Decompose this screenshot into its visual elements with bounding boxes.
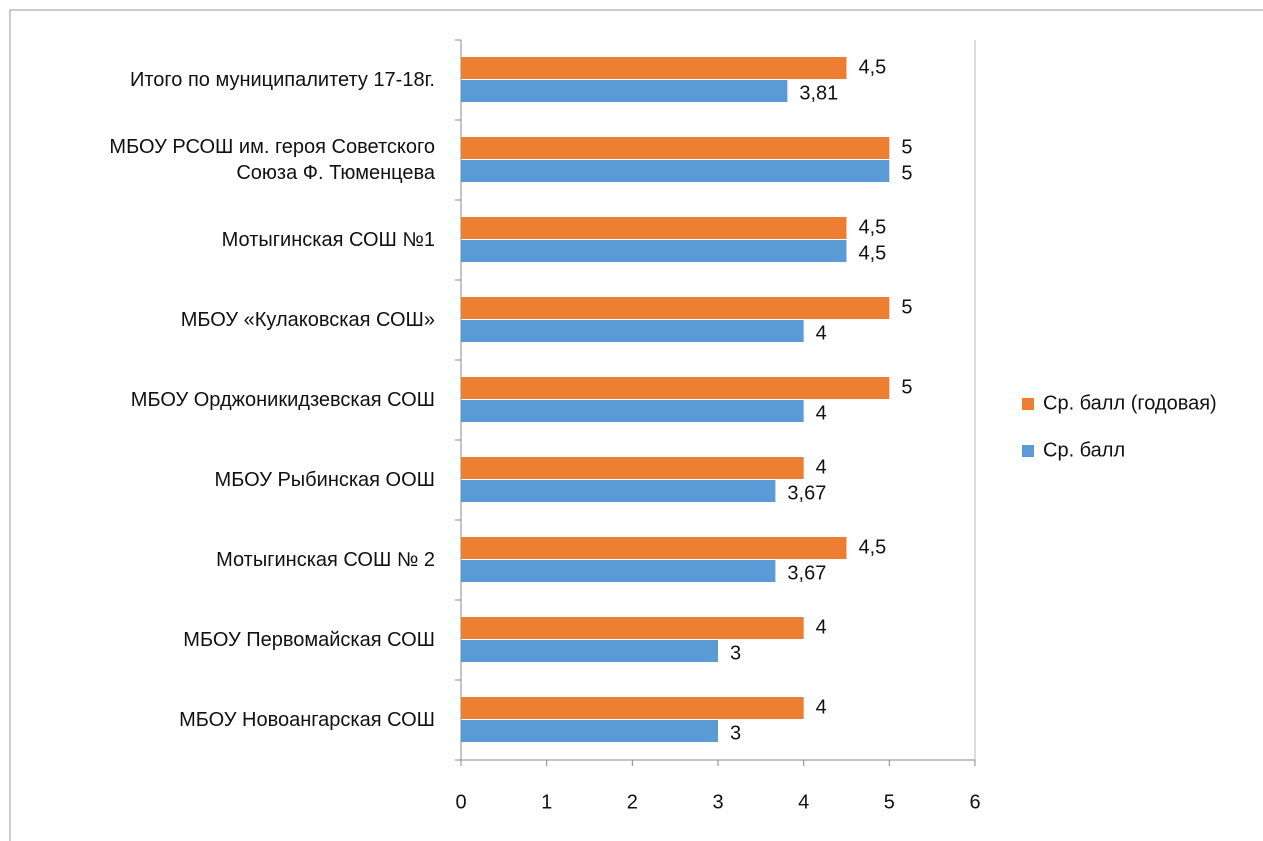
bar bbox=[461, 297, 890, 319]
x-tick-label: 0 bbox=[455, 791, 466, 813]
value-label: 5 bbox=[901, 136, 912, 158]
legend-label: Ср. балл (годовая) bbox=[1043, 392, 1217, 414]
legend-swatch bbox=[1022, 398, 1034, 410]
x-tick-label: 4 bbox=[798, 791, 809, 813]
value-label: 4 bbox=[816, 616, 827, 638]
value-label: 3,81 bbox=[799, 82, 838, 104]
bar bbox=[461, 640, 718, 662]
value-label: 3 bbox=[730, 642, 741, 664]
bar bbox=[461, 617, 804, 639]
x-tick-label: 5 bbox=[884, 791, 895, 813]
bar bbox=[461, 720, 718, 742]
bar bbox=[461, 480, 776, 502]
value-label: 4,5 bbox=[859, 56, 887, 78]
bar bbox=[461, 537, 847, 559]
value-label: 4 bbox=[816, 696, 827, 718]
bar bbox=[461, 457, 804, 479]
legend-swatch bbox=[1022, 445, 1034, 457]
value-label: 5 bbox=[901, 296, 912, 318]
value-label: 5 bbox=[901, 376, 912, 398]
value-label: 3 bbox=[730, 722, 741, 744]
bar bbox=[461, 137, 890, 159]
bar bbox=[461, 377, 890, 399]
legend-label: Ср. балл bbox=[1043, 439, 1125, 461]
category-label: МБОУ РСОШ им. героя Советского Союза Ф. … bbox=[109, 136, 435, 184]
x-tick-label: 3 bbox=[712, 791, 723, 813]
category-label: МБОУ Рыбинская ООШ bbox=[214, 469, 435, 491]
bar bbox=[461, 80, 788, 102]
frame bbox=[9, 9, 1263, 841]
value-label: 5 bbox=[901, 162, 912, 184]
value-label: 3,67 bbox=[787, 482, 826, 504]
category-label: Мотыгинская СОШ № 2 bbox=[216, 549, 435, 571]
category-label: Итого по муниципалитету 17-18г. bbox=[130, 69, 435, 91]
value-label: 3,67 bbox=[787, 562, 826, 584]
x-tick-label: 6 bbox=[969, 791, 980, 813]
bar bbox=[461, 57, 847, 79]
bar bbox=[461, 240, 847, 262]
value-label: 4,5 bbox=[859, 242, 887, 264]
bar bbox=[461, 320, 804, 342]
bar bbox=[461, 217, 847, 239]
value-label: 4,5 bbox=[859, 536, 887, 558]
value-label: 4 bbox=[816, 456, 827, 478]
value-label: 4 bbox=[816, 322, 827, 344]
x-tick-label: 1 bbox=[541, 791, 552, 813]
bar bbox=[461, 400, 804, 422]
value-label: 4,5 bbox=[859, 216, 887, 238]
category-label: МБОУ Первомайская СОШ bbox=[183, 629, 435, 651]
category-label: МБОУ Орджоникидзевская СОШ bbox=[130, 389, 435, 411]
bar bbox=[461, 697, 804, 719]
bar bbox=[461, 560, 776, 582]
x-tick-label: 2 bbox=[627, 791, 638, 813]
value-label: 4 bbox=[816, 402, 827, 424]
bar bbox=[461, 160, 890, 182]
category-label: МБОУ «Кулаковская СОШ» bbox=[180, 309, 435, 331]
category-label: МБОУ Новоангарская СОШ bbox=[179, 709, 435, 731]
category-label: Мотыгинская СОШ №1 bbox=[221, 229, 435, 251]
